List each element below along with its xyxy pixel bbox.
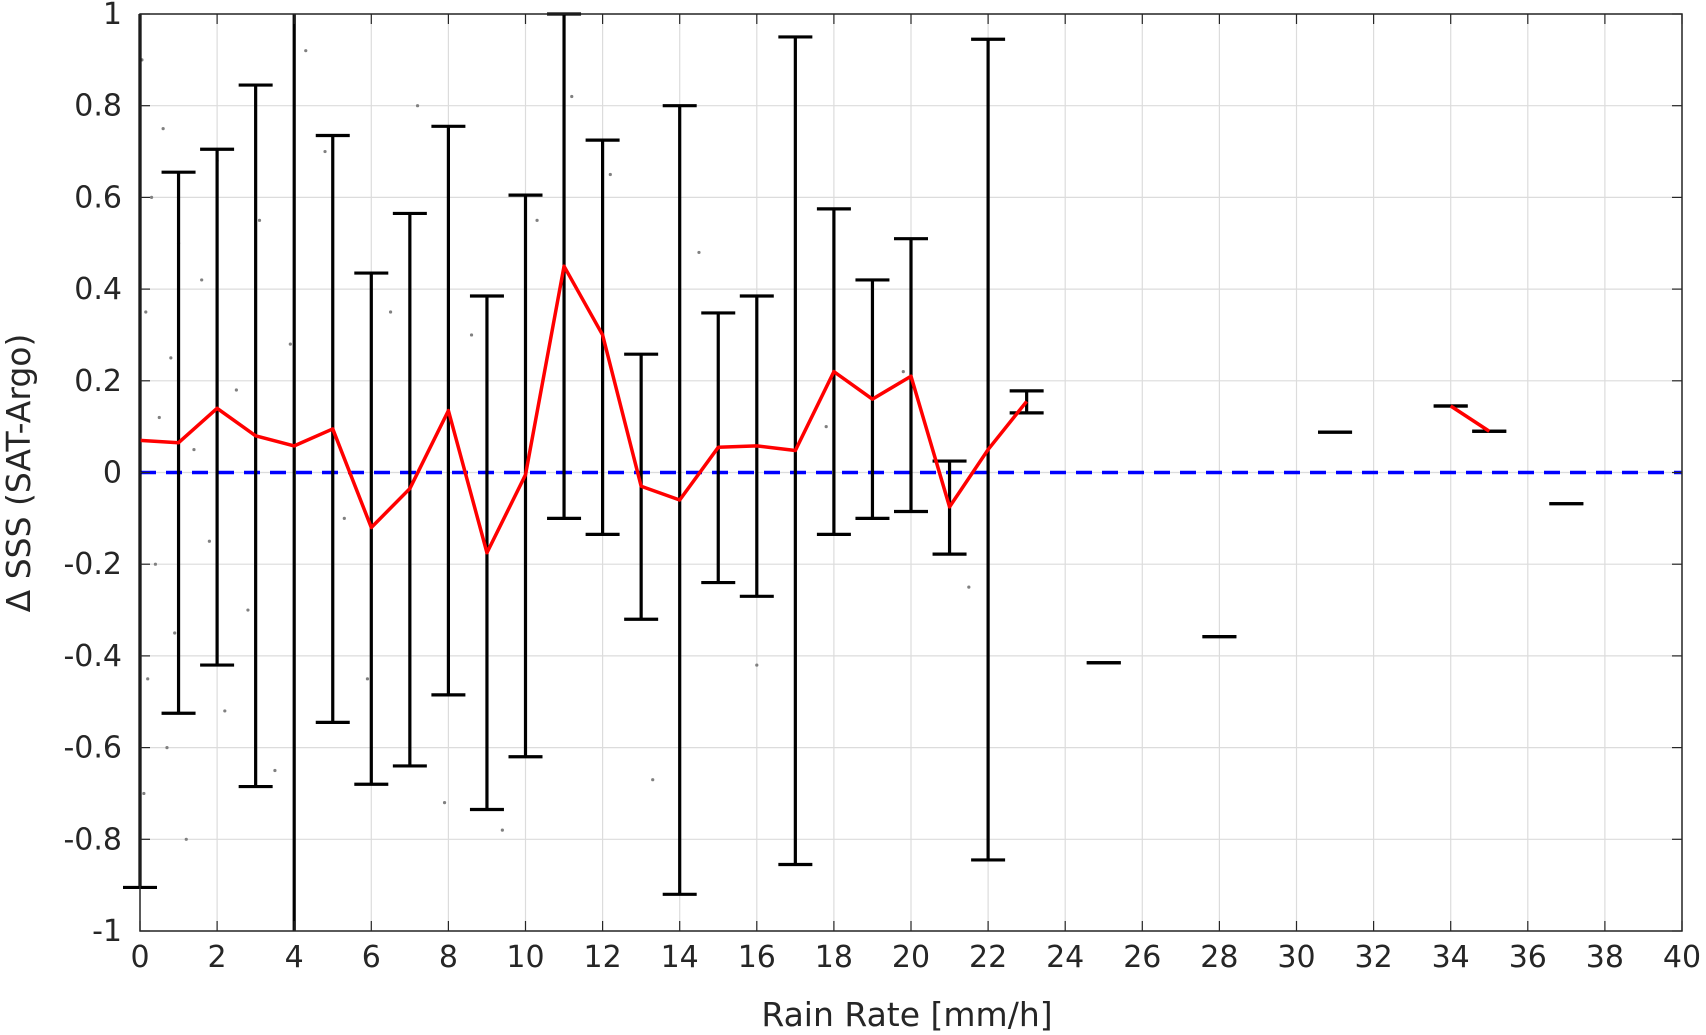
- x-tick-label: 0: [130, 940, 149, 975]
- scatter-point: [161, 127, 165, 131]
- scatter-point: [608, 172, 612, 177]
- scatter-point: [824, 425, 828, 429]
- scatter-points: [140, 49, 971, 841]
- scatter-point: [288, 342, 292, 346]
- x-tick-label: 14: [661, 940, 699, 975]
- x-tick-labels: 0 2 4 6 8 10 12 14 16 18 20 22 24 26 28 30 32 34 36 38 40: [130, 940, 1701, 975]
- x-tick-label: 2: [208, 940, 227, 975]
- x-tick-label: 26: [1123, 940, 1161, 975]
- scatter-point: [697, 250, 701, 255]
- x-tick-label: 28: [1200, 940, 1238, 975]
- scatter-point: [223, 709, 227, 713]
- y-tick-label: -1: [92, 914, 122, 949]
- scatter-point: [415, 104, 420, 108]
- scatter-point: [535, 218, 539, 222]
- mean-line: [139, 264, 1491, 555]
- y-tick-label: 0.6: [74, 180, 122, 215]
- x-tick-label: 16: [738, 940, 776, 975]
- scatter-point: [273, 768, 277, 773]
- scatter-point: [207, 539, 211, 543]
- y-axis-label: Δ SSS (SAT-Argo): [0, 334, 38, 613]
- x-tick-label: 22: [969, 940, 1007, 975]
- scatter-point: [500, 828, 504, 832]
- scatter-point: [184, 837, 188, 841]
- x-tick-label: 4: [285, 940, 304, 975]
- y-tick-label: 0.2: [74, 364, 122, 399]
- scatter-point: [257, 218, 262, 222]
- x-tick-label: 6: [362, 940, 381, 975]
- y-tick-label: -0.8: [63, 822, 122, 857]
- scatter-point: [149, 195, 154, 199]
- x-axis-label: Rain Rate [mm/h]: [761, 995, 1052, 1034]
- mean-line-segment: [139, 264, 1029, 555]
- x-tick-label: 12: [584, 940, 622, 975]
- y-tick-labels: -1 -0.8 -0.6 -0.4 -0.2 0 0.2 0.4 0.6 0.8 1: [63, 0, 122, 949]
- scatter-point: [323, 149, 327, 154]
- x-tick-label: 40: [1663, 940, 1701, 975]
- mean-line-segment: [1449, 404, 1491, 433]
- y-tick-label: -0.2: [63, 547, 122, 582]
- x-tick-label: 10: [506, 940, 544, 975]
- scatter-point: [146, 677, 150, 681]
- scatter-point: [173, 631, 177, 635]
- x-tick-label: 36: [1509, 940, 1547, 975]
- x-tick-label: 18: [815, 940, 853, 975]
- x-tick-label: 30: [1277, 940, 1315, 975]
- scatter-point: [388, 310, 393, 314]
- scatter-point: [192, 447, 196, 452]
- scatter-point: [442, 801, 447, 805]
- y-tick-label: -0.6: [63, 731, 122, 766]
- x-tick-label: 20: [892, 940, 930, 975]
- scatter-point: [153, 562, 158, 566]
- scatter-point: [342, 516, 346, 520]
- scatter-point: [157, 415, 161, 420]
- scatter-point: [234, 388, 238, 392]
- x-tick-label: 38: [1586, 940, 1624, 975]
- scatter-point: [469, 333, 474, 337]
- x-tick-label: 8: [439, 940, 458, 975]
- x-tick-label: 32: [1355, 940, 1393, 975]
- scatter-point: [755, 663, 759, 667]
- scatter-point: [169, 356, 173, 360]
- scatter-point: [901, 370, 905, 374]
- scatter-point: [967, 585, 971, 589]
- axes-box: [139, 13, 1683, 932]
- scatter-point: [365, 677, 370, 681]
- x-tick-label: 24: [1046, 940, 1084, 975]
- scatter-point: [651, 778, 655, 782]
- scatter-point: [144, 310, 148, 314]
- scatter-point: [246, 608, 250, 612]
- y-tick-label: -0.4: [63, 639, 122, 674]
- y-tick-label: 1: [103, 0, 122, 32]
- scatter-point: [304, 49, 308, 53]
- scatter-point: [200, 278, 204, 282]
- scatter-point: [570, 94, 574, 99]
- y-tick-label: 0.4: [74, 272, 122, 307]
- x-tick-label: 34: [1432, 940, 1470, 975]
- y-tick-label: 0.8: [74, 89, 122, 124]
- scatter-point: [165, 746, 169, 750]
- scatter-point: [142, 791, 146, 796]
- y-tick-label: 0: [103, 456, 122, 491]
